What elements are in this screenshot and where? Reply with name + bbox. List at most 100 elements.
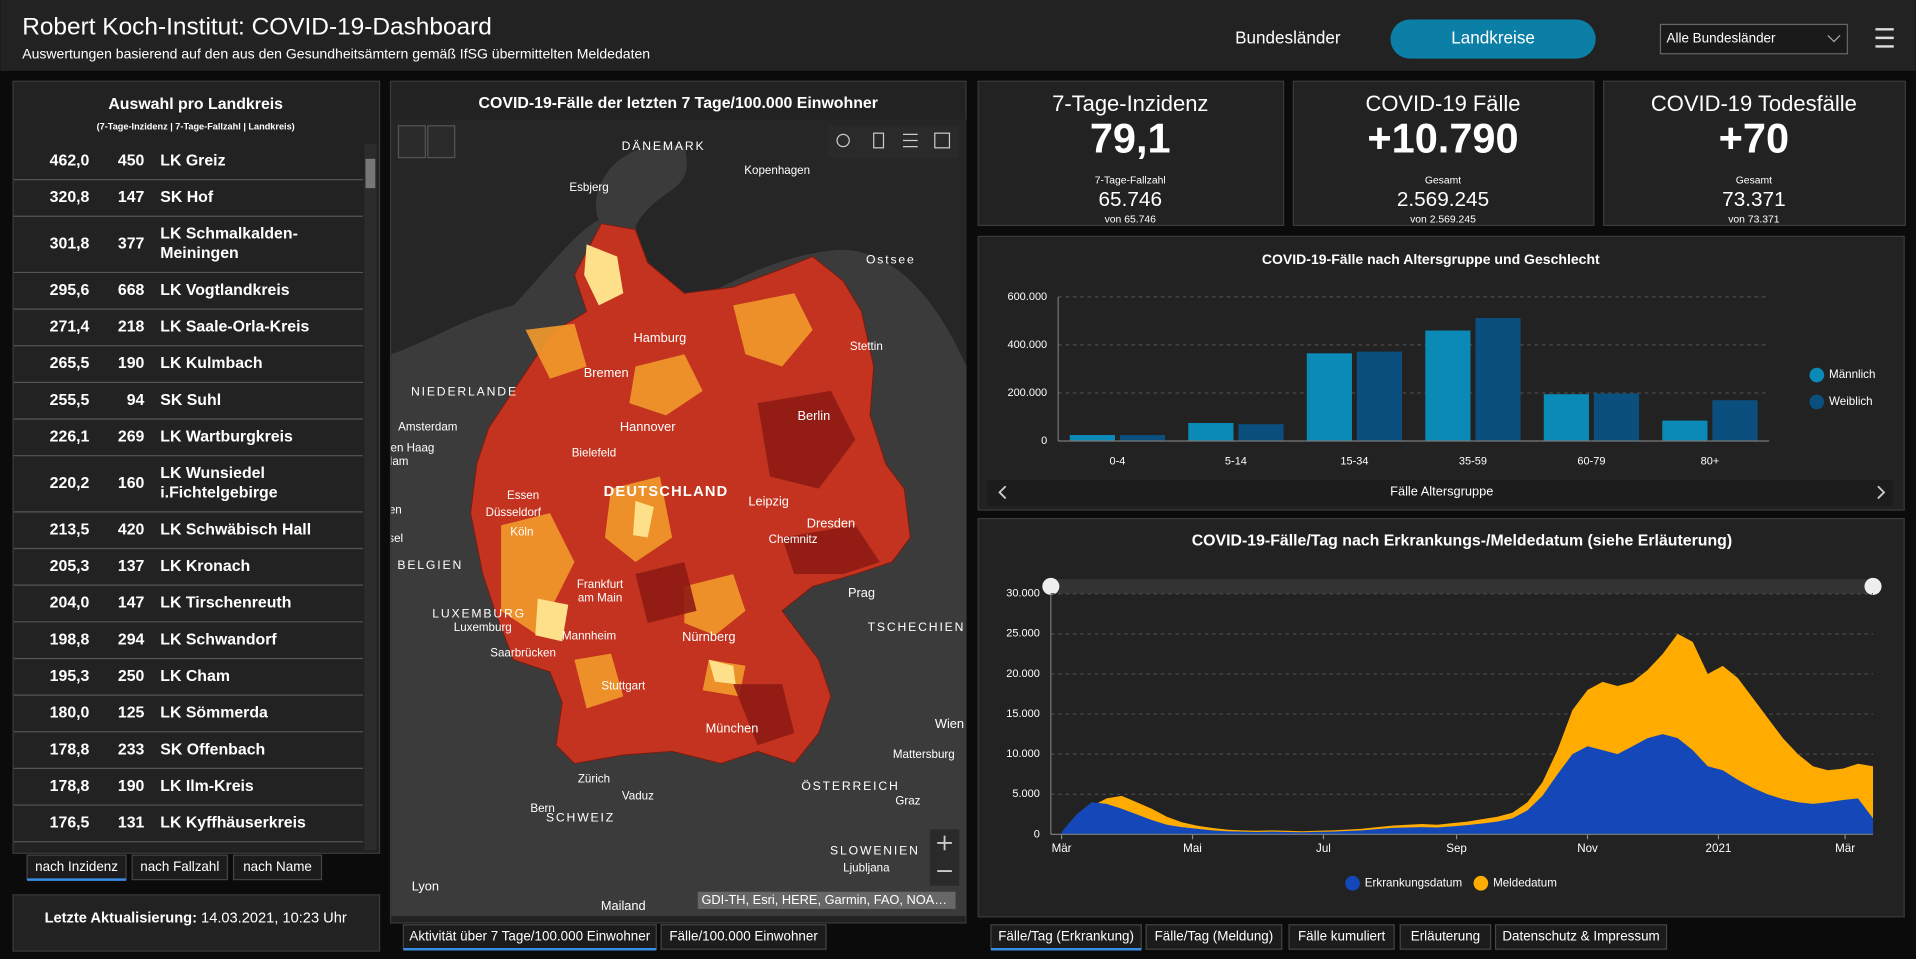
legend-swatch[interactable] — [1473, 875, 1489, 891]
search-icon[interactable] — [836, 133, 850, 148]
map-label: Stettin — [850, 340, 883, 353]
legend-swatch[interactable] — [1809, 367, 1825, 383]
map-label: Hamburg — [634, 330, 687, 345]
y-tick-label: 400.000 — [1007, 339, 1047, 351]
map-toolbar[interactable] — [827, 125, 960, 158]
menu-icon[interactable] — [1875, 28, 1894, 48]
case-count: 160 — [118, 475, 145, 492]
map-label: Kopenhagen — [744, 164, 810, 177]
tab[interactable] — [131, 854, 229, 881]
header-bar — [0, 0, 1916, 71]
y-tick-label: 0 — [1034, 828, 1040, 840]
y-tick-label: 0 — [1041, 435, 1047, 447]
scroll-arrows[interactable] — [998, 485, 1886, 500]
landkreis-name[interactable]: LK Tirschenreuth — [160, 595, 291, 612]
tab[interactable] — [232, 854, 323, 881]
update-label: Letzte Aktualisierung: — [45, 911, 197, 927]
tab-label[interactable]: nach Inzidenz — [35, 859, 118, 874]
landkreis-name[interactable]: LK Greiz — [160, 152, 225, 169]
case-count: 147 — [118, 595, 145, 612]
landkreis-name[interactable]: LK Wunsiedel i.Fichtelgebirge — [160, 465, 277, 502]
legend-swatch[interactable] — [1809, 394, 1825, 410]
scrollbar-thumb[interactable] — [365, 158, 376, 189]
landkreis-name[interactable]: LK Cham — [160, 668, 230, 685]
tab-label[interactable]: nach Name — [243, 859, 312, 874]
incidence: 255,5 — [50, 392, 90, 409]
landkreis-name[interactable]: LK Schmalkalden-Meiningen — [160, 226, 298, 263]
kpi-sub-note: von 2.569.245 — [1410, 215, 1476, 226]
legend-swatch[interactable] — [1345, 875, 1360, 891]
legend-label[interactable]: Männlich — [1829, 368, 1875, 381]
landkreis-name[interactable]: LK Kulmbach — [160, 355, 262, 372]
landkreis-name[interactable]: SK Offenbach — [160, 741, 265, 758]
nav-button[interactable]: Landkreise — [1451, 29, 1535, 48]
map-tool[interactable] — [427, 125, 456, 159]
case-count: 190 — [118, 778, 145, 795]
incidence: 205,3 — [50, 558, 90, 575]
y-tick-label: 10.000 — [1006, 748, 1040, 760]
bar — [1662, 420, 1708, 442]
tab-label[interactable]: Fälle kumuliert — [1298, 929, 1386, 944]
nav-button[interactable]: Bundesländer — [1235, 29, 1341, 48]
tab[interactable] — [1145, 924, 1283, 950]
landkreis-name[interactable]: LK Wartburgkreis — [160, 429, 293, 446]
tab[interactable] — [660, 924, 827, 950]
tab-label[interactable]: Fälle/100.000 Einwohner — [669, 929, 818, 944]
update-box — [12, 894, 381, 952]
map-label: NIEDERLANDE — [411, 384, 518, 398]
landkreis-panel — [12, 80, 381, 854]
y-tick-label: 30.000 — [1006, 588, 1040, 600]
slider-handle[interactable] — [1864, 577, 1882, 595]
basemap-icon[interactable] — [934, 132, 951, 149]
legend-label[interactable]: Meldedatum — [1493, 876, 1557, 889]
x-tick-label: Sep — [1446, 842, 1467, 855]
map-label: München — [706, 721, 759, 736]
range-slider[interactable] — [1050, 579, 1874, 594]
landkreis-name[interactable]: SK Hof — [160, 189, 214, 206]
landkreis-name[interactable]: SK Suhl — [160, 392, 221, 409]
landkreis-name[interactable]: LK Vogtlandkreis — [160, 282, 290, 299]
tab[interactable] — [402, 924, 657, 950]
legend-label[interactable]: Erkrankungsdatum — [1365, 876, 1462, 889]
map-label: Essen — [507, 489, 539, 502]
landkreis-name[interactable]: LK Saale-Orla-Kreis — [160, 319, 309, 336]
select-text[interactable]: Alle Bundesländer — [1667, 31, 1776, 46]
tab-label[interactable]: Aktivität über 7 Tage/100.000 Einwohner — [409, 929, 650, 944]
tab-label[interactable]: Fälle/Tag (Meldung) — [1155, 929, 1274, 944]
tab-label[interactable]: Erläuterung — [1411, 929, 1480, 944]
tab[interactable] — [26, 854, 127, 881]
slider-handle[interactable] — [1042, 577, 1060, 595]
map: DÄNEMARK Kopenhagen Esbjerg Ostsee Hamburg St… — [382, 119, 967, 917]
map-tool[interactable] — [397, 125, 426, 159]
nav-active-bg[interactable] — [1390, 19, 1596, 59]
legend-label[interactable]: Weiblich — [1829, 395, 1873, 408]
kpi-title: COVID-19 Fälle — [1365, 91, 1520, 116]
map-label: Den Haag — [382, 441, 434, 454]
tab[interactable] — [1399, 924, 1492, 950]
map-label: Vaduz — [622, 790, 654, 803]
landkreis-name[interactable]: LK Schwandorf — [160, 631, 277, 648]
select-box[interactable] — [1659, 23, 1848, 55]
landkreis-name[interactable]: LK Kyffhäuserkreis — [160, 815, 306, 832]
x-tick-label: Mär — [1835, 842, 1855, 855]
list-icon[interactable] — [903, 133, 918, 148]
incidence: 176,5 — [50, 815, 90, 832]
landkreis-name[interactable]: LK Kronach — [160, 558, 250, 575]
zoom-icons[interactable] — [937, 835, 952, 872]
tab[interactable] — [1288, 924, 1395, 950]
tab-label[interactable]: Fälle/Tag (Erkrankung) — [998, 929, 1134, 944]
bottom-tabs: Fälle/Tag (Erkrankung) Fälle/Tag (Meldung… — [990, 924, 1668, 951]
tab[interactable] — [1494, 924, 1668, 950]
bar — [1475, 318, 1521, 442]
landkreis-name[interactable]: LK Schwäbisch Hall — [160, 521, 311, 538]
scrollbar-track — [364, 144, 377, 851]
tab-label[interactable]: Datenschutz & Impressum — [1502, 929, 1659, 944]
landkreis-name[interactable]: LK Ilm-Kreis — [160, 778, 254, 795]
kpi-sub-label: Gesamt — [1425, 176, 1461, 187]
landkreis-name[interactable]: LK Sömmerda — [160, 705, 268, 722]
tab-label[interactable]: nach Fallzahl — [140, 859, 219, 874]
y-tick-label: 15.000 — [1006, 708, 1040, 720]
kpi-box — [977, 80, 1285, 227]
case-count: 450 — [118, 152, 145, 169]
bookmark-icon[interactable] — [873, 132, 885, 149]
